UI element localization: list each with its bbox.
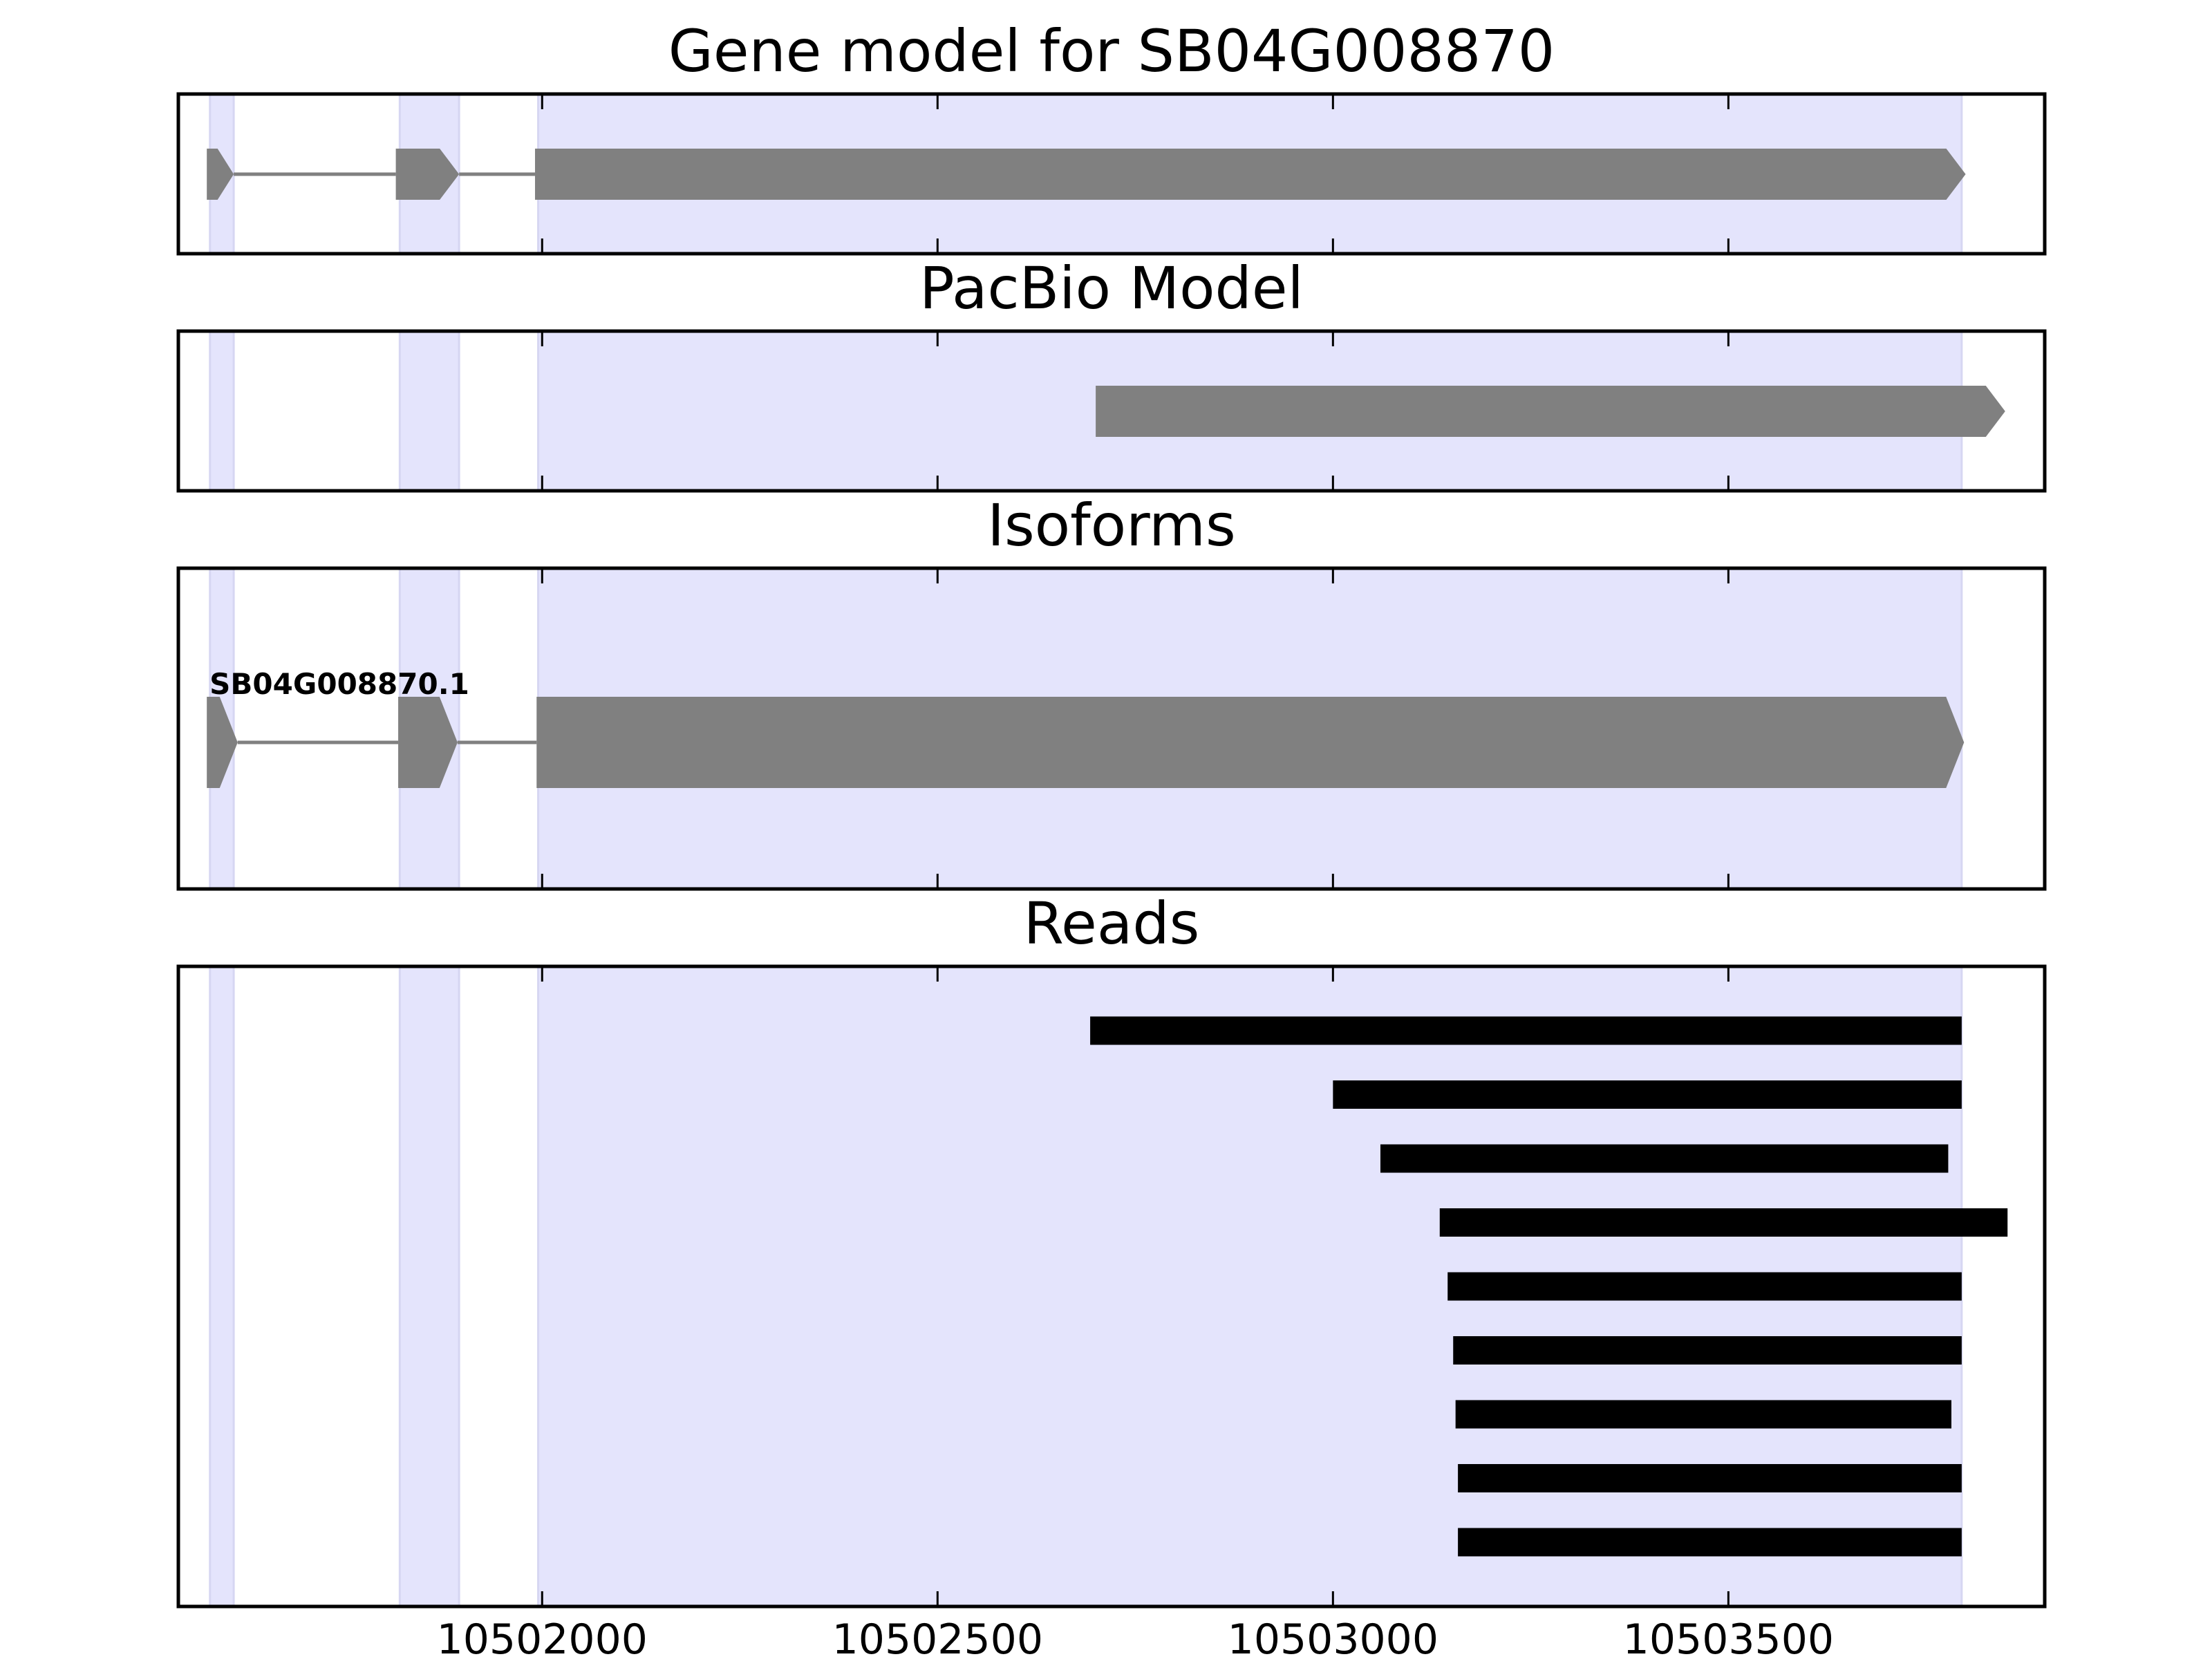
pacbio-model-exon-1 — [1096, 386, 2005, 437]
read-2 — [1333, 1080, 1962, 1109]
reads-frame — [176, 964, 2047, 1609]
pacbio-model-panel: PacBio Model — [176, 254, 2047, 493]
pacbio-model-exon-region-1 — [209, 330, 235, 492]
isoforms-frame — [176, 566, 2047, 891]
gene-model-title: Gene model for SB04G008870 — [668, 17, 1555, 85]
gene-model-panel: Gene model for SB04G008870 — [176, 17, 2047, 256]
gene-model-exon-3 — [534, 149, 1966, 200]
reads-title: Reads — [1024, 890, 1200, 957]
gene-model-exon-1 — [207, 149, 234, 200]
read-7 — [1455, 1400, 1951, 1429]
read-5 — [1447, 1272, 1962, 1301]
gene-model-frame — [176, 92, 2047, 256]
reads-panel: Reads — [176, 890, 2047, 1609]
read-1 — [1090, 1016, 1962, 1045]
read-9 — [1458, 1528, 1962, 1557]
x-tick-label-3: 10503000 — [1228, 1615, 1438, 1659]
x-tick-label-2: 10502500 — [832, 1615, 1043, 1659]
isoforms-title: Isoforms — [987, 491, 1236, 559]
x-tick-label-4: 10503500 — [1623, 1615, 1834, 1659]
isoform-exon-2 — [398, 697, 458, 788]
pacbio-model-title: PacBio Model — [919, 254, 1304, 322]
isoform-exon-1 — [207, 697, 238, 788]
isoform-label: SB04G008870.1 — [209, 667, 469, 701]
x-tick-label-1: 10502000 — [437, 1615, 648, 1659]
pacbio-model-exon-region-2 — [398, 330, 460, 492]
read-6 — [1453, 1336, 1962, 1365]
isoforms-panel: SB04G008870.1 Isoforms — [176, 491, 2047, 891]
gene-model-exon-2 — [395, 149, 460, 200]
read-4 — [1439, 1208, 2008, 1237]
reads-exon-region-1 — [209, 965, 235, 1608]
isoform-exon-3 — [536, 697, 1965, 788]
read-8 — [1458, 1464, 1962, 1492]
reads-exon-region-2 — [398, 965, 460, 1608]
read-3 — [1380, 1144, 1949, 1173]
pacbio-model-frame — [176, 329, 2047, 493]
